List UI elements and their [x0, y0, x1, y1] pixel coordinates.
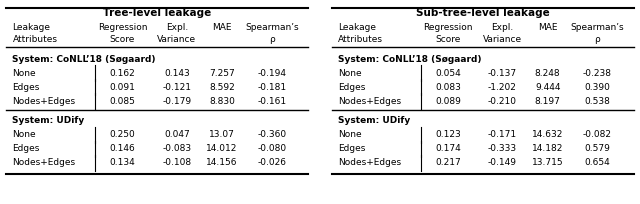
Text: -0.026: -0.026 — [257, 159, 286, 167]
Text: 0.054: 0.054 — [435, 69, 461, 78]
Text: -0.179: -0.179 — [162, 96, 191, 105]
Text: -0.161: -0.161 — [257, 96, 286, 105]
Text: 0.123: 0.123 — [435, 131, 461, 140]
Text: -0.333: -0.333 — [488, 144, 517, 153]
Text: 0.083: 0.083 — [435, 82, 461, 92]
Text: -1.202: -1.202 — [488, 82, 517, 92]
Text: Attributes: Attributes — [338, 34, 383, 43]
Text: System: CoNLL’18 (Søgaard): System: CoNLL’18 (Søgaard) — [338, 54, 481, 63]
Text: Nodes+Edges: Nodes+Edges — [12, 96, 76, 105]
Text: 0.174: 0.174 — [435, 144, 461, 153]
Text: Edges: Edges — [12, 82, 40, 92]
Text: 8.197: 8.197 — [535, 96, 561, 105]
Text: 8.592: 8.592 — [209, 82, 235, 92]
Text: Variance: Variance — [483, 34, 522, 43]
Text: 0.143: 0.143 — [164, 69, 189, 78]
Text: 13.07: 13.07 — [209, 131, 235, 140]
Text: Expl.: Expl. — [492, 22, 513, 32]
Text: Edges: Edges — [338, 144, 365, 153]
Text: -0.083: -0.083 — [162, 144, 191, 153]
Text: 0.047: 0.047 — [164, 131, 189, 140]
Text: -0.181: -0.181 — [257, 82, 286, 92]
Text: MAE: MAE — [212, 22, 232, 32]
Text: Spearman’s: Spearman’s — [245, 22, 299, 32]
Text: -0.121: -0.121 — [163, 82, 191, 92]
Text: Nodes+Edges: Nodes+Edges — [338, 96, 401, 105]
Text: Regression: Regression — [98, 22, 147, 32]
Text: Nodes+Edges: Nodes+Edges — [338, 159, 401, 167]
Text: None: None — [12, 69, 36, 78]
Text: 8.248: 8.248 — [535, 69, 561, 78]
Text: 0.538: 0.538 — [584, 96, 611, 105]
Text: 0.217: 0.217 — [435, 159, 461, 167]
Text: Spearman’s: Spearman’s — [571, 22, 624, 32]
Text: Leakage: Leakage — [12, 22, 51, 32]
Text: Leakage: Leakage — [338, 22, 376, 32]
Text: 0.089: 0.089 — [435, 96, 461, 105]
Text: None: None — [338, 69, 362, 78]
Text: 14.182: 14.182 — [532, 144, 563, 153]
Text: 0.579: 0.579 — [584, 144, 611, 153]
Text: 13.715: 13.715 — [532, 159, 563, 167]
Text: Nodes+Edges: Nodes+Edges — [12, 159, 76, 167]
Text: -0.149: -0.149 — [488, 159, 517, 167]
Text: -0.082: -0.082 — [583, 131, 612, 140]
Text: Score: Score — [110, 34, 135, 43]
Text: 7.257: 7.257 — [209, 69, 235, 78]
Text: -0.108: -0.108 — [162, 159, 191, 167]
Text: -0.360: -0.360 — [257, 131, 286, 140]
Text: ρ: ρ — [269, 34, 275, 43]
Text: -0.137: -0.137 — [488, 69, 517, 78]
Text: -0.238: -0.238 — [583, 69, 612, 78]
Text: ρ: ρ — [595, 34, 600, 43]
Text: 0.134: 0.134 — [109, 159, 136, 167]
Text: Edges: Edges — [12, 144, 40, 153]
Text: -0.171: -0.171 — [488, 131, 517, 140]
Text: 0.250: 0.250 — [109, 131, 136, 140]
Text: 0.654: 0.654 — [584, 159, 611, 167]
Text: 0.091: 0.091 — [109, 82, 136, 92]
Text: 14.632: 14.632 — [532, 131, 563, 140]
Text: None: None — [338, 131, 362, 140]
Text: -0.080: -0.080 — [257, 144, 286, 153]
Text: System: UDify: System: UDify — [338, 116, 410, 125]
Text: System: CoNLL’18 (Søgaard): System: CoNLL’18 (Søgaard) — [12, 54, 156, 63]
Text: System: UDify: System: UDify — [12, 116, 84, 125]
Text: Sub-tree-level leakage: Sub-tree-level leakage — [416, 8, 550, 18]
Text: Score: Score — [435, 34, 461, 43]
Text: 0.146: 0.146 — [109, 144, 136, 153]
Text: Variance: Variance — [157, 34, 196, 43]
Text: 0.162: 0.162 — [109, 69, 136, 78]
Text: Regression: Regression — [424, 22, 473, 32]
Text: 14.012: 14.012 — [206, 144, 237, 153]
Text: -0.210: -0.210 — [488, 96, 517, 105]
Text: None: None — [12, 131, 36, 140]
Text: 9.444: 9.444 — [535, 82, 561, 92]
Text: 0.085: 0.085 — [109, 96, 136, 105]
Text: Edges: Edges — [338, 82, 365, 92]
Text: -0.194: -0.194 — [257, 69, 286, 78]
Text: Tree-level leakage: Tree-level leakage — [103, 8, 211, 18]
Text: 14.156: 14.156 — [206, 159, 237, 167]
Text: Attributes: Attributes — [12, 34, 58, 43]
Text: MAE: MAE — [538, 22, 557, 32]
Text: 0.390: 0.390 — [584, 82, 611, 92]
Text: Expl.: Expl. — [166, 22, 188, 32]
Text: 8.830: 8.830 — [209, 96, 235, 105]
